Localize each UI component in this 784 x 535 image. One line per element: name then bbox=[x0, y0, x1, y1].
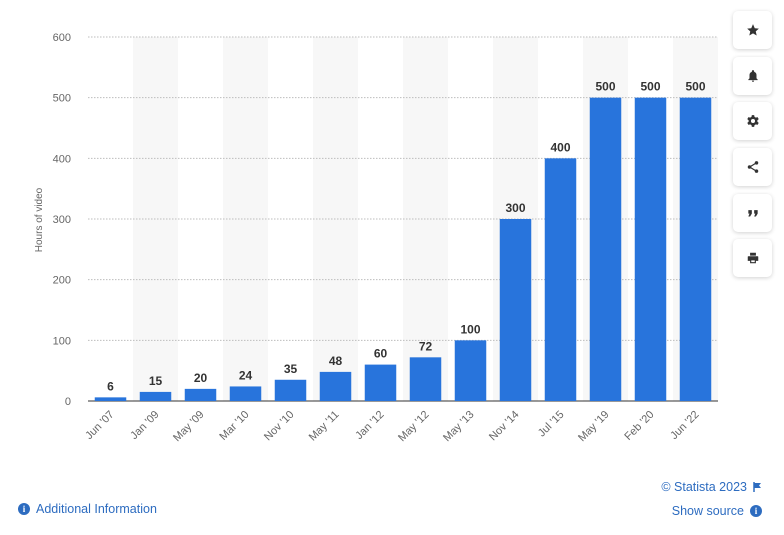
show-source-label: Show source bbox=[671, 504, 744, 518]
copyright: © Statista 2023 bbox=[661, 480, 762, 494]
data-label: 20 bbox=[194, 371, 208, 385]
bar bbox=[184, 388, 217, 401]
info-icon: i bbox=[18, 503, 30, 515]
star-icon bbox=[746, 24, 759, 36]
favorite-button[interactable] bbox=[733, 11, 772, 49]
y-tick-label: 500 bbox=[53, 93, 71, 105]
data-label: 400 bbox=[550, 140, 570, 154]
cite-button[interactable] bbox=[733, 194, 772, 232]
x-tick-label: May '12 bbox=[396, 409, 431, 444]
x-tick-label: Feb '20 bbox=[622, 409, 656, 443]
printer-icon bbox=[747, 252, 758, 264]
x-tick-label: Jan '12 bbox=[353, 409, 386, 442]
gear-icon bbox=[746, 115, 759, 127]
x-tick-label: Jun '07 bbox=[83, 409, 116, 442]
y-tick-label: 0 bbox=[65, 396, 71, 408]
x-tick-label: Nov '10 bbox=[262, 409, 297, 444]
share-icon bbox=[747, 161, 758, 173]
y-tick-label: 400 bbox=[53, 153, 71, 165]
bar bbox=[409, 357, 442, 401]
data-label: 24 bbox=[239, 368, 253, 382]
bar bbox=[679, 97, 712, 402]
data-label: 35 bbox=[284, 362, 298, 376]
bar bbox=[454, 340, 487, 401]
additional-information-link[interactable]: i Additional Information bbox=[18, 502, 157, 516]
y-axis-label: Hours of video bbox=[34, 187, 45, 252]
x-tick-label: Nov '14 bbox=[487, 409, 522, 444]
notification-button[interactable] bbox=[733, 57, 772, 95]
y-tick-label: 300 bbox=[53, 214, 71, 226]
bar bbox=[139, 391, 172, 401]
data-label: 500 bbox=[685, 80, 705, 94]
x-tick-label: Jun '22 bbox=[668, 409, 701, 442]
bar bbox=[634, 97, 667, 402]
bar bbox=[499, 219, 532, 401]
data-label: 6 bbox=[107, 379, 114, 393]
bell-icon bbox=[747, 70, 758, 82]
bar bbox=[229, 386, 262, 401]
data-label: 48 bbox=[329, 354, 343, 368]
quote-icon bbox=[747, 210, 758, 217]
y-tick-label: 200 bbox=[53, 275, 71, 287]
info-icon: i bbox=[750, 505, 762, 517]
data-label: 60 bbox=[374, 347, 388, 361]
y-tick-label: 100 bbox=[53, 335, 71, 347]
data-label: 300 bbox=[505, 201, 525, 215]
additional-information-label: Additional Information bbox=[36, 502, 157, 516]
settings-button[interactable] bbox=[733, 102, 772, 140]
x-tick-label: May '11 bbox=[307, 409, 342, 444]
print-button[interactable] bbox=[733, 239, 772, 277]
bar bbox=[94, 397, 127, 401]
data-label: 100 bbox=[460, 322, 480, 336]
x-tick-label: May '19 bbox=[576, 409, 611, 444]
show-source-link[interactable]: Show source i bbox=[672, 504, 762, 518]
bar bbox=[274, 379, 307, 401]
flag-icon bbox=[753, 482, 761, 492]
bars bbox=[94, 97, 712, 402]
x-tick-label: Jul '15 bbox=[536, 409, 567, 440]
data-labels: 6 15 20 24 35 48 60 72 100 300 400 500 500 500 bbox=[107, 80, 706, 394]
x-tick-label: May '13 bbox=[441, 409, 476, 444]
y-tick-label: 600 bbox=[53, 32, 71, 44]
x-tick-label: May '09 bbox=[171, 409, 206, 444]
x-tick-label: Mar '10 bbox=[217, 409, 251, 443]
y-axis-ticks: 0 100 200 300 400 500 600 bbox=[53, 32, 71, 408]
data-label: 500 bbox=[595, 80, 615, 94]
bar bbox=[589, 97, 622, 402]
x-tick-label: Jan '09 bbox=[128, 409, 161, 442]
copyright-text: © Statista 2023 bbox=[661, 480, 747, 494]
bar bbox=[544, 158, 577, 401]
x-axis-ticks: Jun '07 Jan '09 May '09 Mar '10 Nov '10 May '… bbox=[83, 409, 701, 444]
bar bbox=[319, 371, 352, 401]
data-label: 500 bbox=[640, 80, 660, 94]
bar bbox=[364, 364, 397, 401]
data-label: 15 bbox=[149, 374, 163, 388]
share-button[interactable] bbox=[733, 148, 772, 186]
data-label: 72 bbox=[419, 339, 433, 353]
